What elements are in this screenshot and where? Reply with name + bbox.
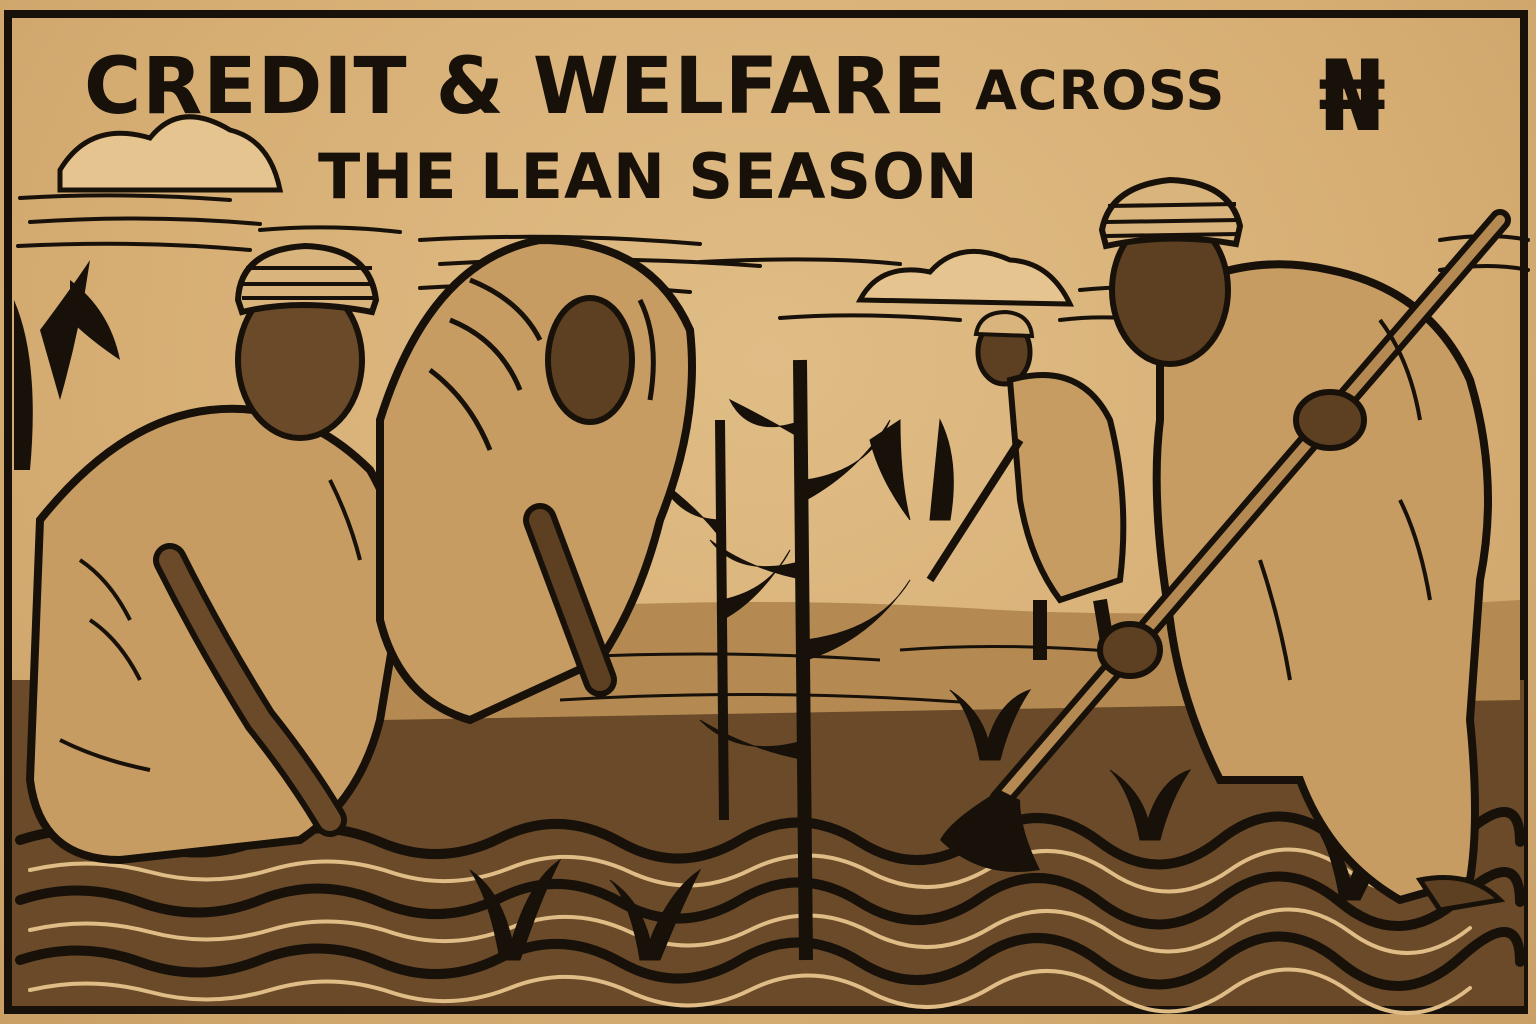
- title-part-across: ACROSS: [975, 59, 1226, 122]
- farmer-left-figure: [25, 242, 406, 865]
- poster-title-line-2: THE LEAN SEASON: [318, 140, 979, 213]
- left-foliage: [14, 260, 120, 470]
- cloud-left: [57, 114, 284, 193]
- naira-currency-icon: ₦: [1318, 40, 1387, 154]
- cloud-center: [855, 248, 1074, 307]
- farmer-woman-figure: [376, 235, 696, 725]
- poster-border: [4, 10, 1528, 1014]
- corn-stalks: [469, 359, 1401, 961]
- farmer-distant-figure: [926, 309, 1127, 662]
- title-part-credit-welfare: CREDIT & WELFARE: [84, 42, 976, 132]
- poster-title-line-1: CREDIT & WELFARE ACROSS: [84, 48, 1225, 126]
- farmer-right-figure: [940, 176, 1511, 913]
